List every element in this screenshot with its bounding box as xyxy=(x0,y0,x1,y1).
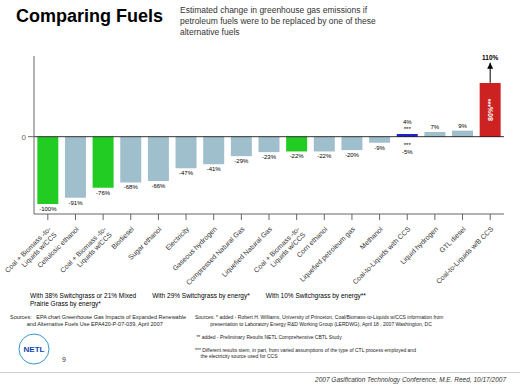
svg-text:-22%: -22% xyxy=(317,153,332,159)
svg-text:Coal + Biomass -to-Liquids w/C: Coal + Biomass -to-Liquids w/CCS xyxy=(59,225,114,280)
svg-text:Electricity: Electricity xyxy=(164,225,191,252)
svg-text:9: 9 xyxy=(62,356,66,363)
svg-text:110%: 110% xyxy=(482,54,498,61)
svg-text:Coal-to-Liquids w/B CCS: Coal-to-Liquids w/B CCS xyxy=(435,225,496,286)
svg-text:-22%: -22% xyxy=(290,153,305,159)
svg-text:Liquefied Natural Gas: Liquefied Natural Gas xyxy=(220,225,274,279)
svg-text:***: *** xyxy=(404,126,412,132)
svg-text:NETL: NETL xyxy=(24,345,45,354)
svg-text:-20%: -20% xyxy=(345,152,360,158)
svg-text:9%: 9% xyxy=(458,123,467,129)
svg-text:GTL diesel: GTL diesel xyxy=(438,225,467,254)
svg-text:Gaseous hydrogen: Gaseous hydrogen xyxy=(171,225,219,273)
svg-text:Biodiesel: Biodiesel xyxy=(110,225,135,250)
svg-text:-9%: -9% xyxy=(374,145,385,151)
svg-text:-100%: -100% xyxy=(39,206,57,212)
svg-text:-66%: -66% xyxy=(151,183,166,189)
svg-text:-91%: -91% xyxy=(68,200,83,206)
svg-text:-76%: -76% xyxy=(96,190,111,196)
svg-text:-29%: -29% xyxy=(234,158,249,164)
svg-text:Sugar ethanol: Sugar ethanol xyxy=(127,225,164,262)
svg-text:80%***: 80%*** xyxy=(487,98,494,120)
svg-text:0: 0 xyxy=(22,133,27,142)
svg-text:Liquefied petroleum gas: Liquefied petroleum gas xyxy=(298,225,357,284)
svg-text:-47%: -47% xyxy=(179,170,194,176)
svg-text:Liquid hydrogen: Liquid hydrogen xyxy=(399,225,440,266)
svg-text:Methanol: Methanol xyxy=(359,225,385,251)
svg-text:4%: 4% xyxy=(403,119,412,125)
svg-text:-23%: -23% xyxy=(262,154,277,160)
svg-text:7%: 7% xyxy=(431,124,440,130)
svg-text:***: *** xyxy=(404,142,412,148)
svg-text:-41%: -41% xyxy=(207,166,222,172)
svg-text:-68%: -68% xyxy=(124,184,139,190)
svg-text:-5%: -5% xyxy=(402,149,413,155)
